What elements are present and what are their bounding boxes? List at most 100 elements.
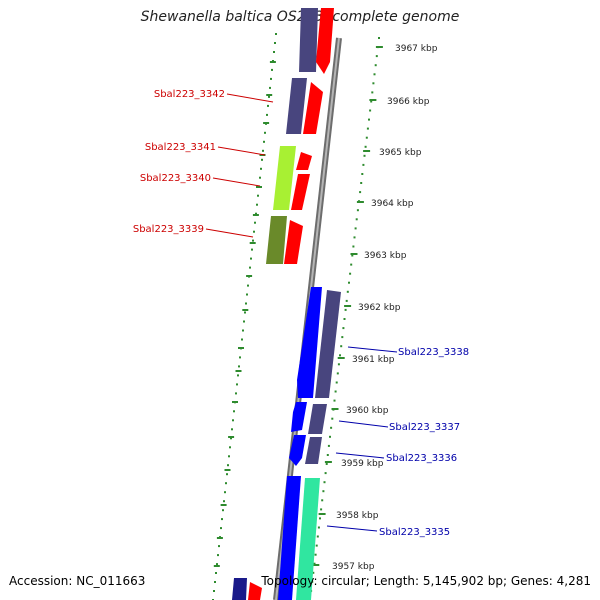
outer-ring-dot bbox=[368, 118, 370, 121]
outer-ring-dot bbox=[363, 154, 366, 157]
gene-arrow bbox=[291, 174, 310, 210]
inner-ring-dot bbox=[275, 33, 277, 35]
inner-ring-dot bbox=[246, 293, 248, 296]
outer-ring-dot bbox=[323, 481, 326, 484]
inner-ring-dot bbox=[247, 284, 249, 287]
gene-label-sbal223-3338: Sbal223_3338 bbox=[398, 347, 469, 358]
outer-ring-dot bbox=[356, 209, 359, 212]
outer-ring-dot bbox=[366, 127, 369, 130]
inner-ring-dot bbox=[270, 77, 272, 80]
gene-label-sbal223-3339: Sbal223_3339 bbox=[133, 224, 204, 235]
outer-ring-dot bbox=[327, 444, 330, 447]
gene-arrow bbox=[289, 435, 306, 466]
inner-ring-dot bbox=[269, 86, 271, 89]
outer-ring-dot bbox=[372, 82, 375, 85]
kbp-label-3961: 3961 kbp bbox=[352, 355, 395, 365]
accession-text: Accession: NC_011663 bbox=[9, 574, 146, 588]
inner-ring-dot bbox=[238, 365, 240, 368]
outer-ring-dot bbox=[312, 571, 315, 574]
inner-ring-dot bbox=[218, 545, 220, 548]
outer-ring-dot bbox=[341, 336, 344, 339]
gene-arrow bbox=[303, 82, 323, 134]
inner-ring-dot bbox=[224, 491, 226, 494]
inner-ring-dot bbox=[254, 221, 256, 224]
kbp-label-3958: 3958 kbp bbox=[336, 511, 379, 521]
kbp-label-3962: 3962 kbp bbox=[358, 303, 401, 313]
map-title: Shewanella baltica OS223, complete genom… bbox=[140, 9, 460, 25]
outer-ring-dot bbox=[346, 290, 349, 293]
inner-ring-dot bbox=[214, 581, 216, 583]
outer-ring-dot bbox=[315, 544, 318, 547]
inner-ring-dot bbox=[213, 590, 215, 592]
gene-block bbox=[232, 578, 247, 600]
outer-ring-dot bbox=[324, 472, 327, 475]
gene-label-sbal223-3335: Sbal223_3335 bbox=[379, 527, 450, 538]
outer-ring-dot bbox=[316, 535, 319, 538]
outer-ring-dot bbox=[334, 390, 337, 393]
inner-ring-dot bbox=[266, 113, 268, 116]
inner-ring-dot bbox=[262, 149, 264, 152]
outer-ring-dot bbox=[335, 381, 338, 384]
inner-ring-dot bbox=[263, 140, 265, 143]
outer-ring-dot bbox=[345, 299, 348, 302]
inner-ring-dot bbox=[244, 311, 246, 314]
genes-reverse-strand bbox=[278, 287, 341, 600]
inner-ring-dot bbox=[250, 257, 252, 260]
outer-ring-dot bbox=[365, 136, 368, 139]
outer-ring-dot bbox=[378, 37, 380, 39]
outer-ring-dot bbox=[331, 417, 334, 420]
inner-ring-dot bbox=[252, 239, 254, 242]
inner-ring-dot bbox=[230, 437, 232, 440]
gene-block bbox=[266, 216, 287, 264]
outer-ring-dot bbox=[352, 245, 355, 248]
kbp-label-3959: 3959 kbp bbox=[341, 459, 384, 469]
outer-ring-dot bbox=[325, 463, 328, 465]
gene-labels: Sbal223_3342 Sbal223_3341 Sbal223_3340 S… bbox=[133, 89, 469, 538]
outer-ring-dot bbox=[319, 517, 321, 520]
inner-ring-dot bbox=[222, 509, 224, 512]
outer-ring-dot bbox=[375, 55, 378, 58]
gene-label-sbal223-3337: Sbal223_3337 bbox=[389, 422, 460, 433]
outer-ring-dot bbox=[369, 109, 372, 112]
gene-block bbox=[299, 8, 318, 72]
inner-ring-dot bbox=[261, 158, 263, 161]
outer-ring-dot bbox=[371, 91, 374, 94]
gene-label-sbal223-3340: Sbal223_3340 bbox=[140, 173, 211, 184]
kbp-label-3966: 3966 kbp bbox=[387, 97, 430, 107]
outer-ring-dot bbox=[313, 562, 316, 565]
inner-ring-dot bbox=[243, 320, 245, 323]
outer-ring-dot bbox=[343, 318, 346, 320]
inner-ring-dot bbox=[257, 194, 259, 197]
outer-ring-dot bbox=[317, 526, 320, 529]
inner-ring-dot bbox=[232, 419, 234, 422]
gene-arrow bbox=[284, 220, 303, 264]
inner-ring-dot bbox=[237, 374, 239, 377]
gene-label-sbal223-3336: Sbal223_3336 bbox=[386, 453, 457, 464]
kbp-label-3967: 3967 kbp bbox=[395, 44, 438, 54]
inner-ring-dot bbox=[220, 527, 222, 530]
kbp-label-3963: 3963 kbp bbox=[364, 251, 407, 261]
inner-ring-dot bbox=[215, 572, 217, 574]
outer-ring-dot bbox=[355, 218, 358, 221]
outer-ring-dot bbox=[329, 435, 331, 438]
outer-ring-dot bbox=[361, 173, 364, 175]
inner-ring-dot bbox=[217, 554, 219, 557]
inner-ring-dot bbox=[233, 410, 235, 413]
inner-ring-dot bbox=[268, 95, 270, 98]
gene-block bbox=[278, 476, 301, 600]
outer-ring-dot bbox=[364, 145, 367, 148]
kbp-label-3965: 3965 kbp bbox=[379, 148, 422, 158]
outer-ring-dot bbox=[337, 363, 340, 366]
outer-ring-dot bbox=[321, 499, 324, 502]
gene-arrow bbox=[291, 402, 307, 432]
outer-ring-dot bbox=[353, 236, 356, 239]
outer-ring-dot bbox=[326, 454, 329, 456]
outer-ring-dot bbox=[342, 327, 345, 330]
outer-ring-dot bbox=[349, 272, 352, 275]
gene-arrow bbox=[248, 582, 262, 600]
gene-arrow bbox=[297, 287, 322, 398]
kbp-label-3964: 3964 kbp bbox=[371, 199, 414, 209]
inner-ring-dot bbox=[223, 500, 225, 503]
outer-ring-dot bbox=[359, 191, 362, 194]
